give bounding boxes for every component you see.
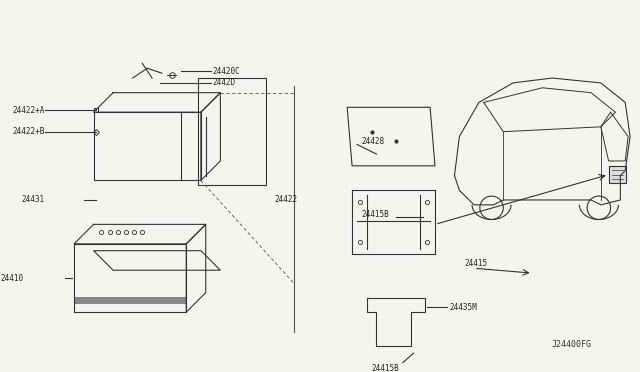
Bar <box>609 166 626 183</box>
Text: 2442D: 2442D <box>212 78 236 87</box>
Text: 24428: 24428 <box>362 137 385 146</box>
Text: 24415B: 24415B <box>362 210 390 219</box>
Bar <box>74 296 186 304</box>
Text: J24400FG: J24400FG <box>551 340 591 349</box>
Text: 24422: 24422 <box>274 195 297 205</box>
Text: 24435M: 24435M <box>450 303 477 312</box>
Text: 24410: 24410 <box>0 273 23 282</box>
Text: 24422+B: 24422+B <box>12 127 45 136</box>
Text: 24415: 24415 <box>464 259 488 268</box>
Text: 24415B: 24415B <box>372 364 399 372</box>
Text: 24422+A: 24422+A <box>12 106 45 115</box>
Text: 24420C: 24420C <box>212 67 241 76</box>
Text: 24431: 24431 <box>22 195 45 205</box>
